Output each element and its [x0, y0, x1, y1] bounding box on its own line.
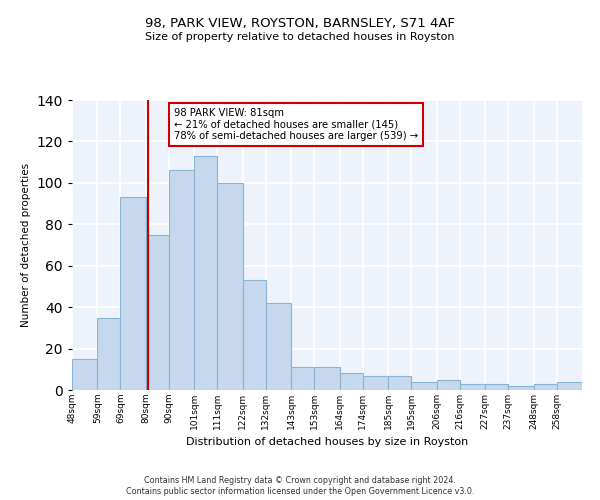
- Bar: [411, 382, 437, 390]
- Bar: [169, 170, 194, 390]
- Bar: [363, 376, 388, 390]
- Bar: [340, 374, 363, 390]
- Bar: [121, 198, 146, 390]
- Bar: [485, 384, 508, 390]
- Bar: [291, 367, 314, 390]
- Bar: [194, 156, 217, 390]
- Bar: [314, 367, 340, 390]
- Bar: [388, 376, 411, 390]
- Text: Contains HM Land Registry data © Crown copyright and database right 2024.: Contains HM Land Registry data © Crown c…: [144, 476, 456, 485]
- Bar: [146, 234, 169, 390]
- Bar: [460, 384, 485, 390]
- Text: Contains public sector information licensed under the Open Government Licence v3: Contains public sector information licen…: [126, 488, 474, 496]
- Bar: [97, 318, 121, 390]
- Bar: [72, 359, 97, 390]
- Bar: [266, 303, 291, 390]
- Bar: [217, 183, 243, 390]
- Bar: [557, 382, 582, 390]
- Bar: [508, 386, 533, 390]
- Y-axis label: Number of detached properties: Number of detached properties: [21, 163, 31, 327]
- Text: 98 PARK VIEW: 81sqm
← 21% of detached houses are smaller (145)
78% of semi-detac: 98 PARK VIEW: 81sqm ← 21% of detached ho…: [173, 108, 418, 142]
- Bar: [533, 384, 557, 390]
- Text: Size of property relative to detached houses in Royston: Size of property relative to detached ho…: [145, 32, 455, 42]
- Bar: [437, 380, 460, 390]
- X-axis label: Distribution of detached houses by size in Royston: Distribution of detached houses by size …: [186, 438, 468, 448]
- Text: 98, PARK VIEW, ROYSTON, BARNSLEY, S71 4AF: 98, PARK VIEW, ROYSTON, BARNSLEY, S71 4A…: [145, 18, 455, 30]
- Bar: [243, 280, 266, 390]
